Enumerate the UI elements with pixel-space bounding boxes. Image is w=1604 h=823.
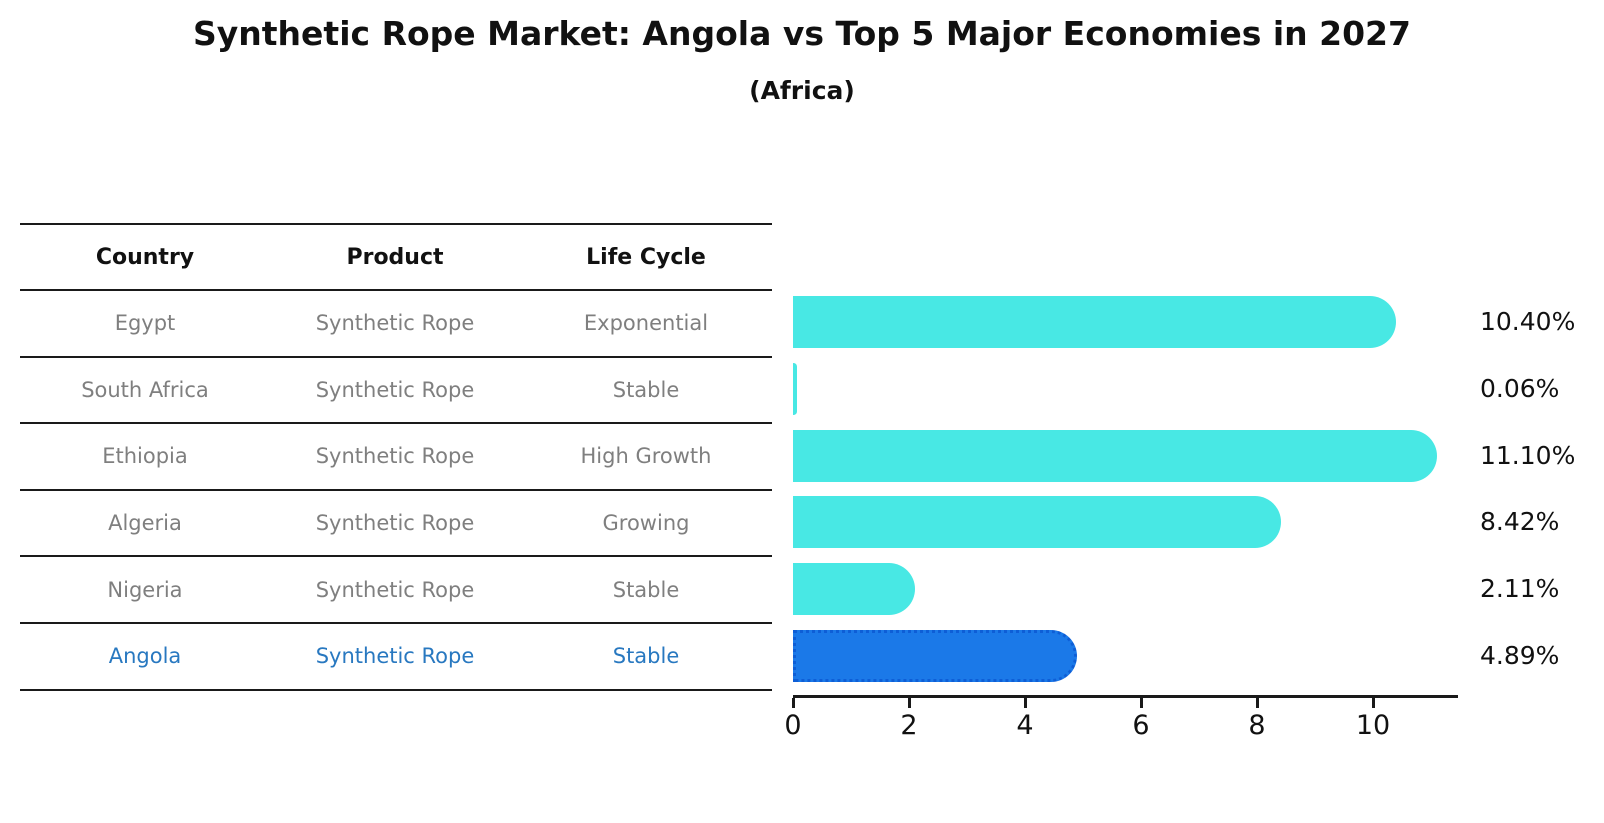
table-row-nigeria: Nigeria Synthetic Rope Stable: [20, 555, 772, 622]
x-tick-label: 4: [1016, 710, 1034, 741]
chart-title: Synthetic Rope Market: Angola vs Top 5 M…: [193, 14, 1411, 53]
x-tick-label: 6: [1132, 710, 1150, 741]
value-label-nigeria: 2.11%: [1480, 574, 1560, 603]
column-header-country: Country: [95, 244, 195, 270]
cell-life-cycle: High Growth: [580, 444, 712, 469]
cell-country: Angola: [108, 644, 182, 669]
cell-life-cycle: Stable: [612, 377, 680, 402]
bar-south-africa: [793, 363, 797, 415]
cell-life-cycle: Growing: [602, 511, 690, 536]
x-tick-label: 10: [1355, 710, 1391, 741]
bar-angola: [793, 629, 1077, 682]
cell-life-cycle: Exponential: [583, 311, 709, 336]
value-label-ethiopia: 11.10%: [1480, 440, 1576, 470]
country-info-table: Country Product Life Cycle Egypt Synthetic R…: [20, 223, 772, 691]
cell-life-cycle: Stable: [612, 644, 680, 669]
x-tick-label: 2: [900, 710, 918, 741]
bar-nigeria: [793, 563, 916, 615]
value-label-angola: 4.89%: [1480, 640, 1560, 670]
column-header-product: Product: [346, 244, 444, 270]
table-row-egypt: Egypt Synthetic Rope Exponential: [20, 289, 772, 356]
table-row-ethiopia: Ethiopia Synthetic Rope High Growth: [20, 422, 772, 489]
x-axis-line: [793, 695, 1458, 698]
value-label-south-africa: 0.06%: [1480, 374, 1560, 403]
table-row-angola: Angola Synthetic Rope Stable: [20, 621, 772, 689]
x-tick-label: 8: [1248, 710, 1266, 741]
cell-product: Synthetic Rope: [315, 444, 475, 469]
x-tick-mark: [1023, 698, 1027, 708]
cell-product: Synthetic Rope: [315, 311, 475, 336]
chart-subtitle: (Africa): [749, 76, 855, 105]
column-header-life-cycle: Life Cycle: [586, 244, 706, 270]
cell-country: Ethiopia: [102, 444, 188, 469]
x-tick-mark: [1139, 698, 1143, 708]
x-tick-mark: [907, 698, 911, 708]
cell-product: Synthetic Rope: [315, 377, 475, 402]
x-tick-mark: [1255, 698, 1259, 708]
cell-product: Synthetic Rope: [315, 511, 475, 536]
x-tick-mark: [1371, 698, 1375, 708]
cell-country: Egypt: [114, 311, 176, 336]
cell-life-cycle: Stable: [612, 577, 680, 602]
x-tick-label: 0: [784, 710, 802, 741]
bar-egypt: [793, 296, 1397, 349]
cell-product: Synthetic Rope: [315, 644, 475, 669]
table-header-row: Country Product Life Cycle: [20, 223, 772, 289]
value-label-algeria: 8.42%: [1480, 507, 1560, 537]
cell-country: Algeria: [108, 511, 182, 536]
cell-product: Synthetic Rope: [315, 577, 475, 602]
table-row-south-africa: South Africa Synthetic Rope Stable: [20, 355, 772, 423]
cell-country: South Africa: [81, 377, 209, 402]
value-label-egypt: 10.40%: [1480, 307, 1576, 337]
table-row-algeria: Algeria Synthetic Rope Growing: [20, 488, 772, 556]
x-tick-mark: [791, 698, 795, 708]
bar-algeria: [793, 496, 1282, 549]
cell-country: Nigeria: [107, 577, 183, 602]
bar-ethiopia: [793, 429, 1437, 482]
